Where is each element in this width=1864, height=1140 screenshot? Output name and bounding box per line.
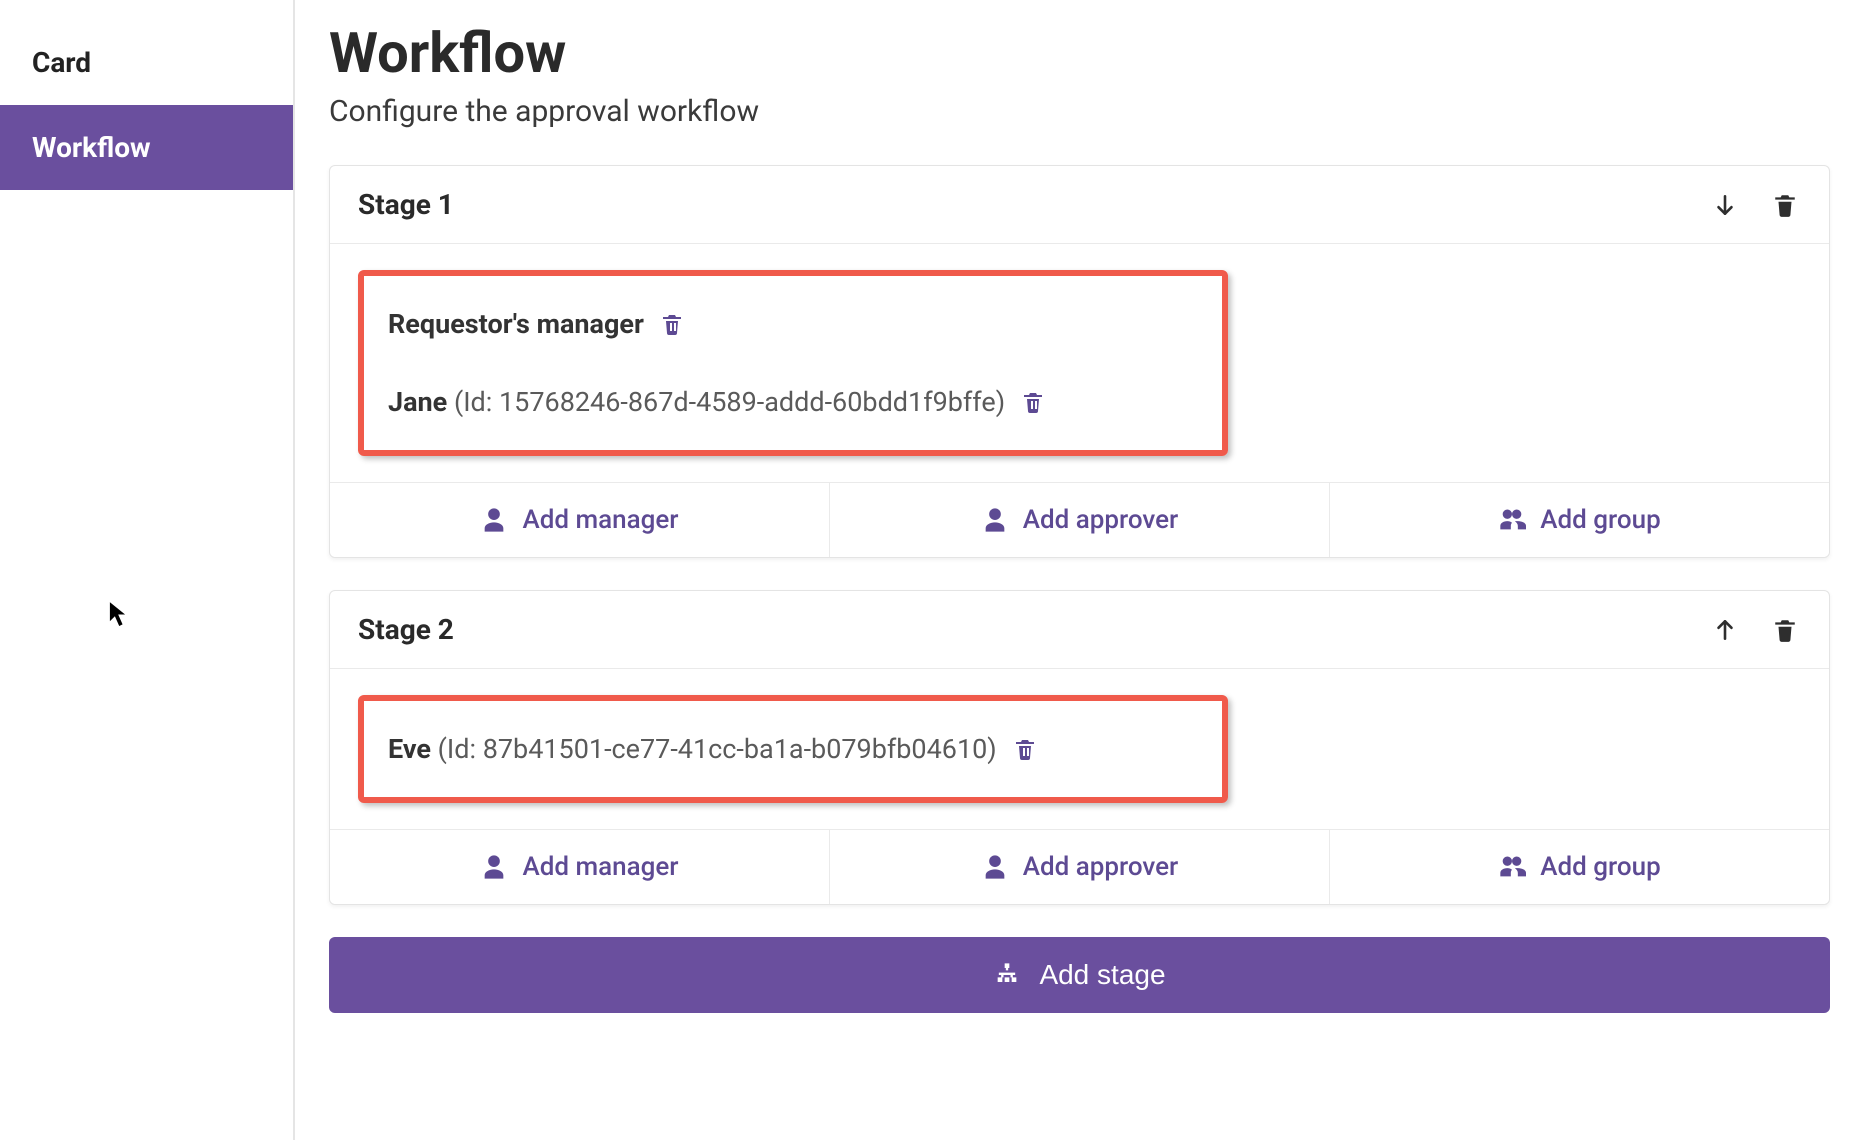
people-icon [1498,853,1526,881]
sidebar: Card Workflow [0,0,295,1140]
button-label: Add stage [1039,959,1165,991]
trash-icon [1021,390,1045,414]
add-approver-button[interactable]: Add approver [829,830,1329,904]
sidebar-item-card[interactable]: Card [0,20,293,105]
stage-action-bar: Add manager Add approver Add group [330,829,1829,904]
page-title: Workflow [329,20,1830,86]
button-label: Add manager [522,505,678,535]
sitemap-icon [993,961,1021,989]
stage-actions [1709,189,1801,221]
arrow-down-icon [1712,192,1738,218]
button-label: Add manager [522,852,678,882]
trash-icon [1772,192,1798,218]
trash-icon [1013,737,1037,761]
main-content: Workflow Configure the approval workflow… [295,0,1864,1140]
stage-header: Stage 2 [330,591,1829,669]
stage-card: Stage 2 Eve (Id: 87b41501-ce77-41cc-b [329,590,1830,905]
move-up-button[interactable] [1709,614,1741,646]
stage-body: Requestor's manager Jane (Id: 15768246-8… [330,244,1829,482]
approver-row: Eve (Id: 87b41501-ce77-41cc-ba1a-b079bfb… [388,727,1198,771]
add-manager-button[interactable]: Add manager [330,830,829,904]
stage-actions [1709,614,1801,646]
approver-row: Jane (Id: 15768246-867d-4589-addd-60bdd1… [388,380,1198,424]
add-manager-button[interactable]: Add manager [330,483,829,557]
delete-approver-button[interactable] [1021,390,1045,414]
approver-name: Requestor's manager [388,308,644,340]
button-label: Add group [1540,505,1660,535]
sidebar-item-workflow[interactable]: Workflow [0,105,293,190]
approver-name: Eve [388,733,431,765]
button-label: Add approver [1023,852,1179,882]
button-label: Add group [1540,852,1660,882]
stage-action-bar: Add manager Add approver Add group [330,482,1829,557]
people-icon [1498,506,1526,534]
delete-approver-button[interactable] [1013,737,1037,761]
stage-body: Eve (Id: 87b41501-ce77-41cc-ba1a-b079bfb… [330,669,1829,829]
approvers-highlight: Requestor's manager Jane (Id: 15768246-8… [358,270,1228,456]
button-label: Add approver [1023,505,1179,535]
sidebar-item-label: Card [32,46,91,79]
approver-id: (Id: 15768246-867d-4589-addd-60bdd1f9bff… [454,386,1005,418]
approver-name: Jane [388,386,447,418]
approver-row: Requestor's manager [388,302,1198,346]
delete-approver-button[interactable] [660,312,684,336]
move-down-button[interactable] [1709,189,1741,221]
add-group-button[interactable]: Add group [1329,830,1829,904]
add-stage-button[interactable]: Add stage [329,937,1830,1013]
stage-card: Stage 1 Requestor's manager [329,165,1830,558]
sidebar-item-label: Workflow [32,131,151,164]
delete-stage-button[interactable] [1769,189,1801,221]
stage-title: Stage 2 [358,613,1709,646]
approvers-highlight: Eve (Id: 87b41501-ce77-41cc-ba1a-b079bfb… [358,695,1228,803]
person-icon [480,853,508,881]
stage-title: Stage 1 [358,188,1709,221]
delete-stage-button[interactable] [1769,614,1801,646]
trash-icon [1772,617,1798,643]
approver-id: (Id: 87b41501-ce77-41cc-ba1a-b079bfb0461… [438,733,997,765]
add-group-button[interactable]: Add group [1329,483,1829,557]
add-approver-button[interactable]: Add approver [829,483,1329,557]
trash-icon [660,312,684,336]
page-subtitle: Configure the approval workflow [329,94,1830,129]
arrow-up-icon [1712,617,1738,643]
person-icon [480,506,508,534]
stage-header: Stage 1 [330,166,1829,244]
person-icon [981,853,1009,881]
person-icon [981,506,1009,534]
